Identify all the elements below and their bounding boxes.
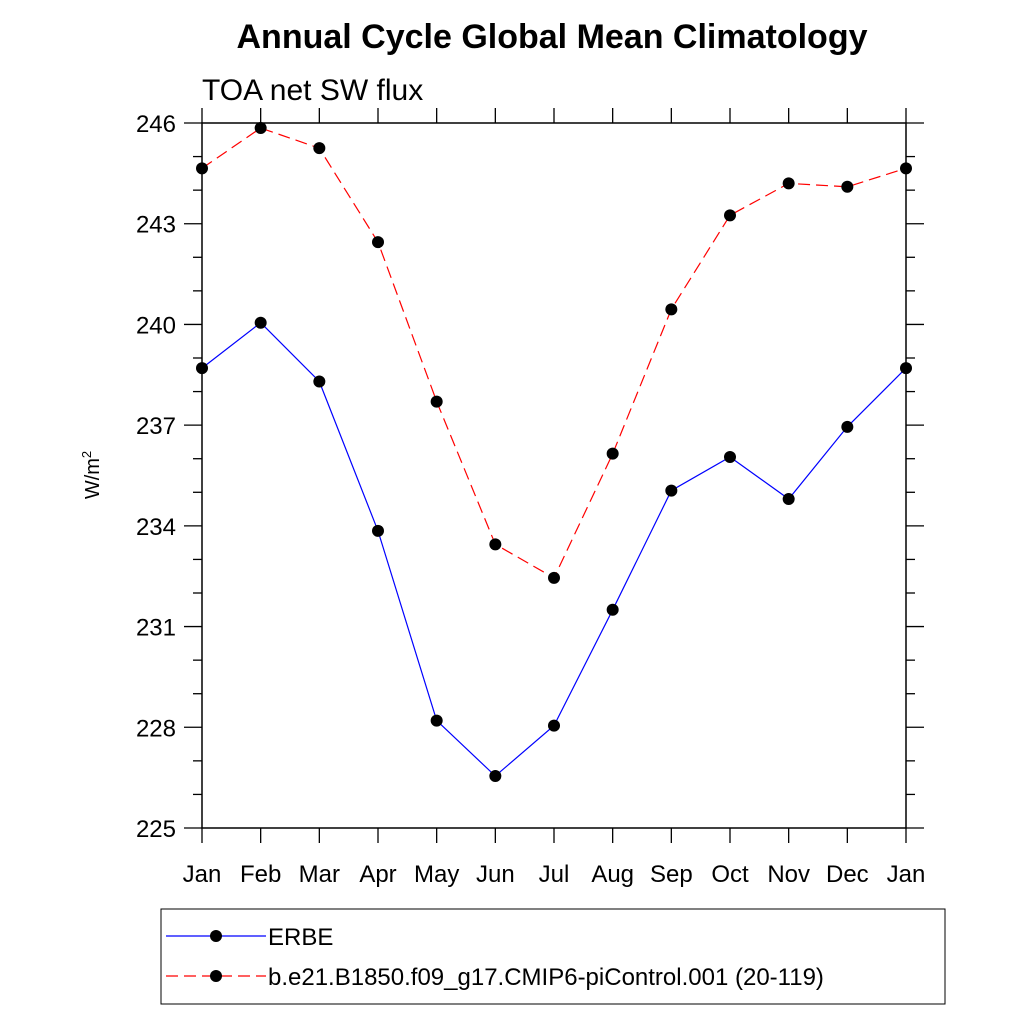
y-tick-label: 234: [136, 514, 176, 541]
y-tick-label: 231: [136, 615, 176, 642]
data-point: [665, 484, 678, 497]
data-point: [430, 714, 443, 727]
x-tick-label: Jun: [476, 861, 515, 888]
y-tick-label: 237: [136, 413, 176, 440]
data-point: [548, 719, 560, 732]
y-axis-label-base: W/m: [82, 458, 104, 499]
x-tick-label: Jul: [539, 861, 570, 888]
data-point: [372, 524, 384, 537]
y-tick-label: 225: [136, 816, 176, 843]
data-point: [548, 571, 560, 584]
data-point: [782, 177, 795, 190]
x-tick-label: Apr: [359, 861, 396, 888]
data-point: [606, 447, 619, 460]
x-tick-label: Dec: [826, 861, 869, 888]
tick-labels: 225 228 231 234 237 240 243 246 Jan Feb Mar Apr May J…: [136, 111, 925, 888]
data-point: [724, 451, 736, 464]
data-point: [489, 769, 502, 782]
x-tick-label: Oct: [711, 861, 749, 888]
data-point: [665, 303, 678, 316]
x-tick-label: Mar: [299, 861, 340, 888]
data-point: [196, 162, 208, 175]
data-point: [841, 420, 854, 433]
data-point: [606, 603, 619, 616]
series-line-1: [201, 321, 907, 777]
data-point: [782, 493, 795, 505]
x-tick-label: Jan: [183, 861, 222, 888]
chart-subtitle: TOA net SW flux: [202, 74, 423, 107]
legend-marker: [210, 930, 222, 942]
chart-title: Annual Cycle Global Mean Climatology: [237, 18, 868, 56]
data-point: [900, 362, 912, 375]
y-tick-label: 246: [136, 111, 176, 138]
data-point: [430, 395, 443, 408]
data-point: [372, 236, 384, 249]
data-point: [841, 180, 854, 193]
y-tick-label: 243: [136, 212, 176, 239]
x-tick-label: Nov: [767, 861, 810, 888]
y-axis-label: W/m2: [79, 451, 104, 499]
x-tick-label: Sep: [650, 861, 693, 888]
x-tick-label: Aug: [591, 861, 634, 888]
legend-marker: [210, 970, 222, 982]
x-tick-label: Jan: [887, 861, 926, 888]
x-tick-label: May: [414, 861, 459, 888]
y-tick-label: 240: [136, 312, 176, 339]
series-line-2: [201, 127, 907, 579]
x-tick-label: Feb: [240, 861, 281, 888]
series-layer: [196, 122, 912, 782]
legend-label-1: ERBE: [268, 924, 333, 951]
legend-box: [160, 908, 946, 1005]
data-point: [724, 209, 736, 222]
data-point: [900, 162, 912, 175]
data-point: [313, 142, 326, 155]
data-point: [254, 122, 267, 135]
data-point: [196, 362, 208, 375]
data-point: [489, 538, 502, 551]
legend: ERBE b.e21.B1850.f09_g17.CMIP6-piControl.…: [160, 908, 946, 1005]
axis-ticks: [184, 108, 924, 843]
y-axis-label-exponent: 2: [79, 451, 94, 458]
y-tick-label: 228: [136, 715, 176, 742]
data-point: [313, 375, 326, 388]
data-point: [254, 316, 267, 329]
legend-label-2: b.e21.B1850.f09_g17.CMIP6-piControl.001 …: [268, 964, 824, 991]
